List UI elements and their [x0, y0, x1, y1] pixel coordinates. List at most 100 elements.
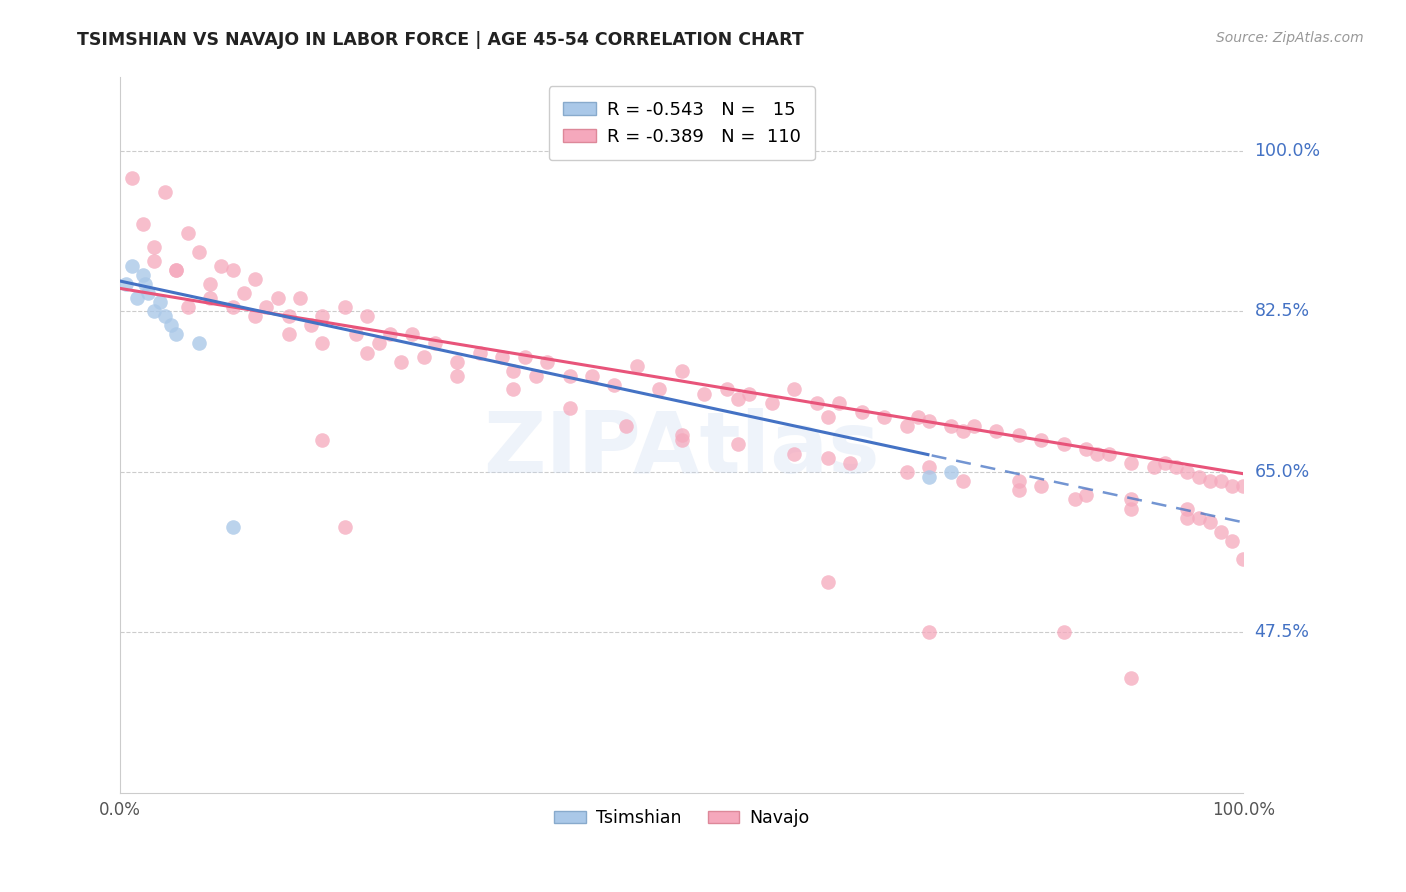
- Point: [1153, 456, 1175, 470]
- Point: [1008, 483, 1031, 498]
- Point: [160, 318, 183, 333]
- Point: [828, 396, 851, 410]
- Point: [187, 244, 209, 259]
- Point: [155, 309, 177, 323]
- Point: [671, 364, 693, 378]
- Point: [851, 405, 873, 419]
- Point: [1142, 460, 1164, 475]
- Point: [333, 300, 356, 314]
- Point: [356, 309, 378, 323]
- Text: 47.5%: 47.5%: [1254, 624, 1309, 641]
- Text: 100.0%: 100.0%: [1254, 142, 1320, 160]
- Point: [115, 277, 138, 291]
- Point: [121, 259, 143, 273]
- Point: [138, 286, 160, 301]
- Point: [941, 465, 963, 479]
- Point: [221, 300, 243, 314]
- Text: Source: ZipAtlas.com: Source: ZipAtlas.com: [1216, 31, 1364, 45]
- Point: [1187, 469, 1209, 483]
- Point: [166, 263, 188, 277]
- Point: [1198, 474, 1220, 488]
- Point: [1064, 492, 1087, 507]
- Point: [671, 428, 693, 442]
- Point: [738, 387, 761, 401]
- Point: [134, 277, 156, 291]
- Point: [783, 382, 806, 396]
- Point: [1175, 465, 1198, 479]
- Point: [783, 446, 806, 460]
- Point: [502, 382, 524, 396]
- Point: [727, 437, 749, 451]
- Point: [1164, 460, 1187, 475]
- Point: [221, 263, 243, 277]
- Point: [149, 295, 172, 310]
- Point: [1220, 478, 1243, 492]
- Point: [1121, 456, 1143, 470]
- Point: [143, 304, 166, 318]
- Point: [1232, 552, 1254, 566]
- Point: [243, 309, 266, 323]
- Point: [1008, 474, 1031, 488]
- Text: TSIMSHIAN VS NAVAJO IN LABOR FORCE | AGE 45-54 CORRELATION CHART: TSIMSHIAN VS NAVAJO IN LABOR FORCE | AGE…: [77, 31, 804, 49]
- Point: [1098, 446, 1121, 460]
- Point: [524, 368, 547, 383]
- Point: [143, 254, 166, 268]
- Point: [1076, 442, 1098, 456]
- Point: [127, 291, 149, 305]
- Point: [817, 451, 839, 466]
- Point: [1031, 433, 1053, 447]
- Point: [176, 300, 198, 314]
- Point: [1209, 474, 1232, 488]
- Point: [817, 409, 839, 424]
- Point: [176, 227, 198, 241]
- Point: [626, 359, 648, 374]
- Point: [401, 327, 423, 342]
- Point: [311, 336, 333, 351]
- Point: [1121, 501, 1143, 516]
- Point: [581, 368, 603, 383]
- Point: [356, 345, 378, 359]
- Point: [986, 424, 1008, 438]
- Point: [198, 291, 221, 305]
- Point: [209, 259, 232, 273]
- Legend: Tsimshian, Navajo: Tsimshian, Navajo: [547, 803, 817, 834]
- Point: [648, 382, 671, 396]
- Point: [232, 286, 254, 301]
- Point: [1187, 510, 1209, 524]
- Point: [502, 364, 524, 378]
- Point: [166, 327, 188, 342]
- Point: [1053, 437, 1076, 451]
- Point: [491, 350, 513, 364]
- Point: [468, 345, 491, 359]
- Point: [1121, 671, 1143, 685]
- Point: [311, 433, 333, 447]
- Point: [132, 217, 155, 231]
- Point: [446, 368, 468, 383]
- Point: [299, 318, 322, 333]
- Point: [614, 419, 637, 434]
- Text: 65.0%: 65.0%: [1254, 463, 1310, 481]
- Point: [333, 520, 356, 534]
- Point: [446, 355, 468, 369]
- Point: [187, 336, 209, 351]
- Point: [558, 401, 581, 415]
- Point: [367, 336, 389, 351]
- Point: [1076, 488, 1098, 502]
- Point: [378, 327, 401, 342]
- Point: [896, 465, 918, 479]
- Point: [132, 268, 155, 282]
- Point: [806, 396, 828, 410]
- Point: [896, 419, 918, 434]
- Point: [1053, 625, 1076, 640]
- Point: [389, 355, 412, 369]
- Point: [817, 574, 839, 589]
- Point: [311, 309, 333, 323]
- Point: [155, 185, 177, 199]
- Point: [243, 272, 266, 286]
- Text: 82.5%: 82.5%: [1254, 302, 1310, 320]
- Point: [1198, 516, 1220, 530]
- Point: [143, 240, 166, 254]
- Text: ZIPAtlas: ZIPAtlas: [484, 408, 880, 491]
- Point: [952, 474, 974, 488]
- Point: [198, 277, 221, 291]
